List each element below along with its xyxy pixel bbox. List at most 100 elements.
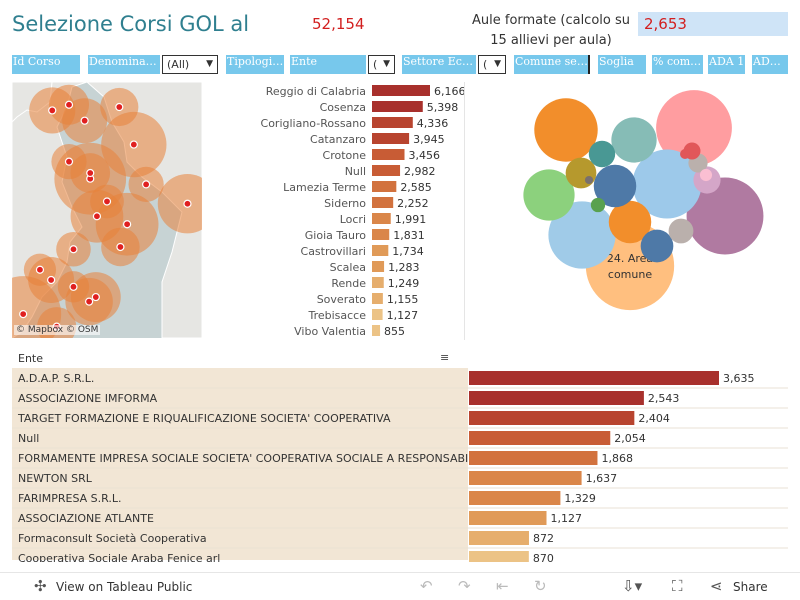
filter-ente-dropdown[interactable]: (▼ [368, 55, 395, 74]
settore-bubble[interactable] [686, 177, 764, 255]
refresh-icon[interactable]: ↻ [534, 577, 547, 595]
settore-bubble[interactable] [590, 197, 606, 213]
settore-bubble[interactable] [534, 98, 598, 162]
ente-bar[interactable] [469, 511, 547, 525]
redo-icon[interactable]: ↷ [458, 577, 471, 595]
comune-bar[interactable] [372, 133, 410, 144]
comune-bar[interactable] [372, 309, 383, 320]
ente-label: Cooperativa Sociale Araba Fenice arl [18, 552, 220, 562]
map-location-marker[interactable] [102, 197, 112, 206]
map-location-marker[interactable] [142, 180, 151, 189]
settore-bubble[interactable] [584, 175, 594, 185]
map-area-circle[interactable] [157, 174, 202, 234]
settore-bubble[interactable] [640, 229, 674, 263]
comune-bar[interactable] [372, 149, 405, 160]
filter-soglia[interactable]: Soglia [598, 55, 646, 74]
settore-bubble[interactable] [588, 140, 616, 168]
map-location-marker[interactable] [116, 242, 125, 252]
map-location-marker[interactable] [80, 116, 89, 125]
filter-comune-sede[interactable]: Comune sede [514, 55, 590, 74]
comune-bar[interactable] [372, 117, 413, 128]
ente-bar[interactable] [469, 371, 719, 385]
settore-bubble[interactable] [611, 117, 657, 163]
share-icon[interactable]: ⋖ [710, 577, 723, 595]
comune-bar[interactable] [372, 197, 394, 208]
ente-label: Formaconsult Società Cooperativa [18, 532, 207, 545]
map-location-marker[interactable] [123, 220, 132, 229]
filter-denominazione-dropdown[interactable]: (All) ▼ [162, 55, 218, 74]
settore-bubble[interactable] [680, 149, 690, 159]
comune-bar[interactable] [372, 101, 423, 112]
comune-bar[interactable] [372, 181, 397, 192]
ente-bar[interactable] [469, 531, 529, 545]
map-location-marker[interactable] [129, 140, 138, 149]
ente-label: NEWTON SRL [18, 472, 93, 485]
comune-bar[interactable] [372, 245, 389, 256]
download-icon[interactable]: ⇩▾ [622, 577, 643, 595]
comune-bar[interactable] [372, 165, 401, 176]
ente-bar[interactable] [469, 411, 635, 425]
filter-settore[interactable]: Settore Eco... [402, 55, 476, 74]
ente-column-header: Ente [18, 352, 44, 365]
map-location-marker[interactable] [64, 157, 74, 166]
settore-bubble[interactable] [548, 201, 616, 269]
filter-denominazione[interactable]: Denominazi... [88, 55, 160, 74]
settore-bubble[interactable] [656, 90, 732, 166]
settore-bubble[interactable] [699, 168, 713, 182]
comune-bar[interactable] [372, 293, 383, 304]
settore-bubble[interactable] [608, 200, 652, 244]
filter-ada2[interactable]: ADA 2 [752, 55, 788, 74]
comune-bar[interactable] [372, 277, 384, 288]
map-location-marker[interactable] [35, 265, 45, 274]
ente-value-label: 2,404 [638, 412, 670, 425]
map-location-marker[interactable] [91, 292, 100, 302]
map-location-marker[interactable] [69, 282, 78, 291]
tableau-icon[interactable]: ✣ [34, 577, 47, 595]
ente-bar[interactable] [469, 551, 529, 562]
map-svg[interactable] [12, 82, 202, 338]
settore-bubble[interactable] [523, 169, 575, 221]
view-on-tableau-link[interactable]: View on Tableau Public [56, 580, 193, 594]
filter-ente[interactable]: Ente [290, 55, 366, 74]
map-location-marker[interactable] [92, 212, 102, 221]
filter-ada1[interactable]: ADA 1 [708, 55, 745, 74]
map-location-marker[interactable] [47, 275, 56, 285]
ente-bar[interactable] [469, 431, 611, 445]
comune-bar[interactable] [372, 261, 385, 272]
map-location-marker[interactable] [183, 199, 192, 208]
filter-tipologia[interactable]: Tipologia C [226, 55, 284, 74]
ente-bar[interactable] [469, 451, 598, 465]
map-location-marker[interactable] [19, 310, 28, 319]
settore-bubble[interactable] [593, 164, 637, 208]
comune-value-label: 6,166 [434, 85, 465, 98]
filter-id-corso[interactable]: Id Corso [12, 55, 80, 74]
map-location-marker[interactable] [48, 106, 57, 115]
revert-icon[interactable]: ⇤ [496, 577, 509, 595]
map-location-marker[interactable] [85, 297, 94, 306]
map-location-marker[interactable] [115, 102, 124, 112]
filter-settore-dropdown[interactable]: (▼ [478, 55, 506, 74]
fullscreen-icon[interactable]: ⛶ [672, 577, 683, 595]
sort-icon[interactable]: ≡ [440, 351, 450, 364]
ente-bar[interactable] [469, 491, 561, 505]
comune-bar[interactable] [372, 85, 430, 96]
map-location-marker[interactable] [64, 100, 74, 109]
ente-value-label: 870 [533, 552, 554, 562]
map-panel[interactable] [12, 82, 202, 338]
ente-bar[interactable] [469, 471, 582, 485]
comune-bar[interactable] [372, 229, 390, 240]
settore-bubble[interactable] [668, 218, 694, 244]
map-location-marker[interactable] [69, 245, 78, 254]
filter-comp[interactable]: % comp. ( [652, 55, 703, 74]
comune-label: Scalea [330, 261, 366, 274]
total-allievi-value: 52,154 [312, 15, 365, 33]
share-button[interactable]: Share [733, 580, 768, 594]
settore-bubble[interactable] [632, 149, 702, 219]
ente-bar[interactable] [469, 391, 644, 405]
ente-bar-chart: A.D.A.P. S.R.L. 3,635 ASSOCIAZIONE IMFORMA… [12, 371, 788, 562]
comune-bar[interactable] [372, 213, 391, 224]
dropdown-value: ( [483, 58, 488, 71]
map-location-marker[interactable] [86, 168, 95, 178]
undo-icon[interactable]: ↶ [420, 577, 433, 595]
comune-bar[interactable] [372, 325, 381, 336]
